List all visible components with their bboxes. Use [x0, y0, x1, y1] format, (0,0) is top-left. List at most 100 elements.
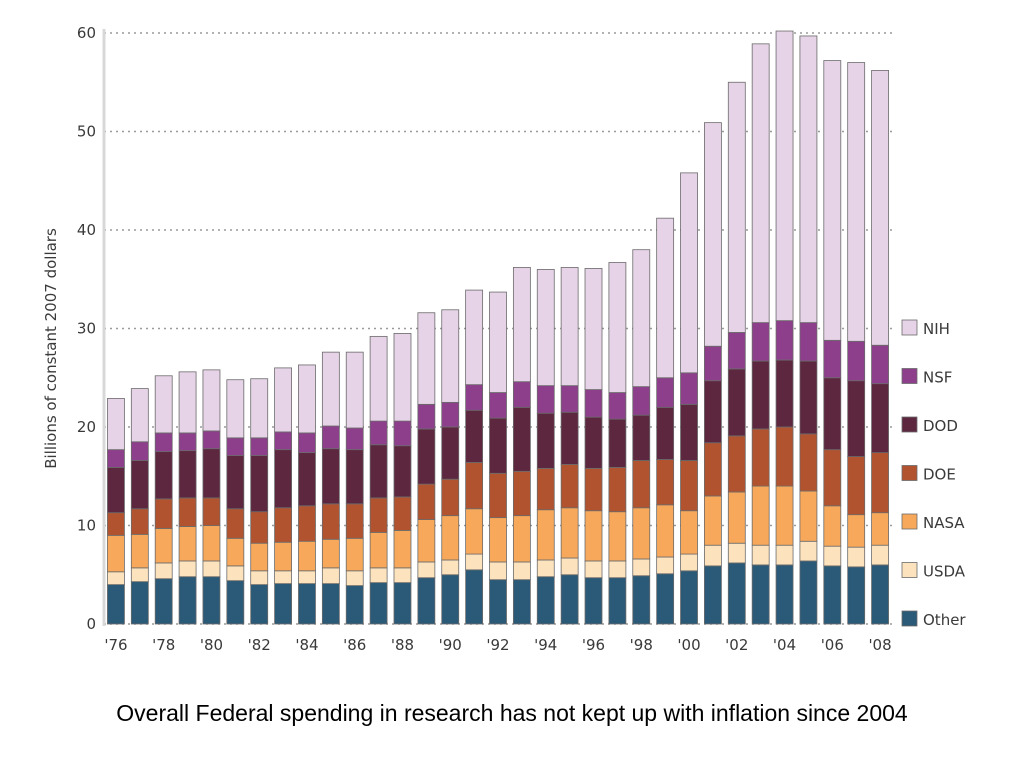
bar-nih-1996 [584, 268, 603, 390]
y-tick-label-0: 0 [86, 615, 96, 633]
y-tick-label-20: 20 [77, 418, 96, 436]
bar-nsf-1984 [298, 432, 316, 454]
bar-usda-2001 [704, 544, 722, 567]
x-tick-label-2002: '02 [725, 636, 748, 654]
bar-other-1998 [632, 575, 651, 625]
bar-nasa-2000 [680, 510, 698, 555]
bar-doe-1991 [465, 462, 484, 510]
bar-dod-1998 [632, 414, 651, 461]
bar-dod-1994 [536, 412, 555, 469]
bar-doe-1982 [250, 511, 269, 544]
bar-group-2005 [799, 35, 818, 625]
bar-dod-2002 [727, 368, 746, 437]
bar-dod-1985 [321, 448, 340, 505]
bar-nih-1978 [154, 375, 173, 434]
bar-nasa-1996 [584, 510, 603, 562]
legend-label-nasa: NASA [923, 514, 965, 532]
bar-usda-1995 [560, 557, 579, 576]
bar-nsf-1980 [202, 430, 221, 450]
bar-nasa-1985 [321, 538, 340, 569]
bar-other-2006 [823, 565, 842, 625]
bar-other-2008 [871, 564, 889, 625]
y-tick-labels: 0 10 20 30 40 50 60 [77, 24, 96, 633]
y-axis-label: Billions of constant 2007 dollars [42, 228, 60, 469]
bar-nsf-1990 [441, 401, 460, 428]
bar-nsf-2007 [847, 340, 866, 382]
legend-label-nih: NIH [923, 320, 950, 338]
bar-usda-2004 [775, 544, 794, 566]
bar-nsf-1978 [154, 432, 173, 453]
bar-other-1993 [512, 579, 531, 625]
bar-nasa-1991 [465, 508, 484, 555]
bar-nasa-1978 [154, 528, 173, 564]
bar-nih-1988 [393, 333, 412, 422]
bar-nih-1990 [441, 309, 460, 403]
bar-nsf-1993 [512, 381, 531, 408]
bar-nsf-1988 [393, 420, 412, 447]
bar-doe-1979 [178, 497, 197, 527]
bar-doe-1999 [656, 459, 675, 506]
bar-doe-1992 [489, 472, 507, 519]
legend-label-nsf: NSF [923, 369, 952, 387]
bar-nasa-1994 [536, 509, 555, 561]
x-tick-label-1978: '78 [152, 636, 175, 654]
bar-nasa-1993 [512, 515, 531, 563]
bar-dod-1983 [274, 449, 292, 509]
bar-doe-2001 [704, 442, 722, 497]
x-tick-label-1984: '84 [295, 636, 318, 654]
bar-nsf-1979 [178, 432, 197, 452]
bar-usda-1981 [226, 565, 245, 582]
bar-doe-2000 [680, 460, 698, 512]
bar-nasa-1992 [489, 517, 507, 563]
bar-dod-1987 [369, 444, 388, 499]
bar-group-2006 [823, 60, 842, 625]
x-tick-label-1982: '82 [248, 636, 271, 654]
legend-swatch-dod [901, 416, 918, 433]
bar-nih-1983 [274, 367, 292, 433]
bar-dod-1980 [202, 448, 221, 499]
legend-item-nsf: NSF [901, 368, 952, 387]
bar-doe-1997 [608, 466, 627, 513]
y-tick-label-30: 30 [77, 320, 96, 338]
bar-nsf-2008 [871, 344, 889, 385]
bar-group-1999 [656, 217, 675, 625]
bar-nasa-2007 [847, 514, 866, 548]
bar-nih-2004 [775, 30, 794, 322]
bar-group-1997 [608, 262, 627, 625]
bar-doe-1989 [417, 483, 436, 520]
bar-doe-2003 [751, 428, 770, 487]
bar-doe-1983 [274, 507, 292, 543]
bar-group-1988 [393, 333, 412, 625]
bar-group-1992 [489, 291, 507, 625]
bar-dod-1997 [608, 418, 627, 468]
bar-nsf-2000 [680, 372, 698, 405]
bar-nsf-2005 [799, 322, 818, 362]
bar-nasa-2005 [799, 490, 818, 542]
bar-usda-1983 [274, 570, 292, 585]
x-tick-label-2000: '00 [677, 636, 700, 654]
bar-other-2002 [727, 562, 746, 625]
x-tick-label-1996: '96 [582, 636, 605, 654]
bar-usda-2006 [823, 545, 842, 567]
bar-doe-1990 [441, 478, 460, 517]
bar-other-1995 [560, 574, 579, 625]
bar-doe-2004 [775, 426, 794, 487]
bar-other-1981 [226, 580, 245, 625]
x-tick-label-1992: '92 [486, 636, 509, 654]
bar-usda-1979 [178, 560, 197, 578]
bar-other-1999 [656, 573, 675, 625]
chart-caption: Overall Federal spending in research has… [116, 700, 908, 726]
bar-doe-1998 [632, 460, 651, 509]
bar-nsf-1983 [274, 431, 292, 451]
bar-nih-1977 [130, 388, 149, 443]
bar-nih-2006 [823, 60, 842, 341]
bar-nsf-1996 [584, 389, 603, 418]
bar-nasa-1980 [202, 525, 221, 562]
legend-swatch-other [901, 610, 918, 627]
bar-nsf-1992 [489, 392, 507, 419]
bar-usda-1976 [107, 571, 125, 585]
bar-nasa-1981 [226, 537, 245, 567]
bar-usda-2002 [727, 542, 746, 564]
bar-nasa-1998 [632, 507, 651, 560]
bar-dod-2006 [823, 377, 842, 451]
